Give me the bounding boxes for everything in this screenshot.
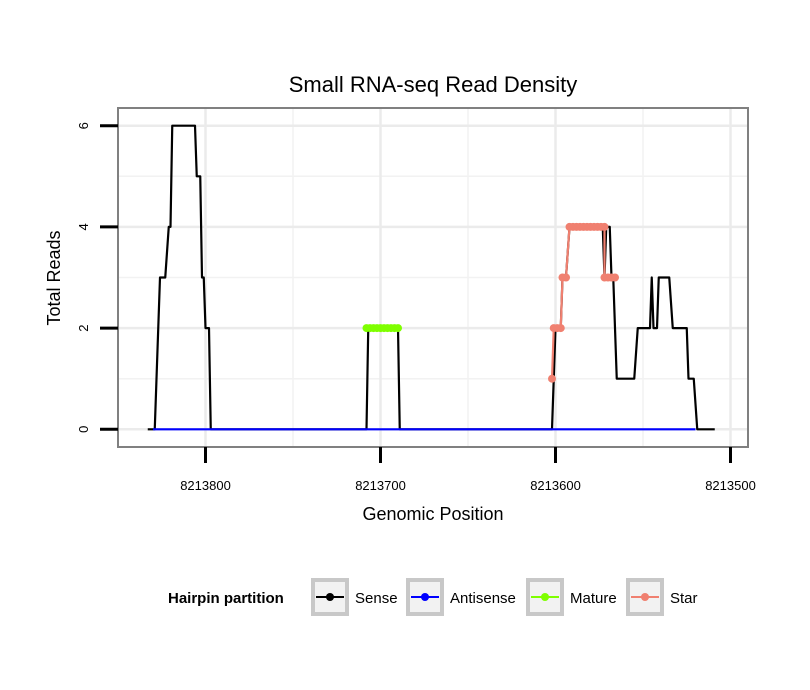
x-axis-label: Genomic Position: [362, 504, 503, 524]
y-tick-label: 0: [76, 426, 91, 433]
data-point-star: [548, 374, 556, 383]
legend-key-point: [541, 593, 549, 601]
axes: 8213800 8213700 8213600 8213500 0 2 4 6: [76, 122, 756, 493]
chart-title: Small RNA-seq Read Density: [289, 72, 578, 97]
y-tick-label: 4: [76, 223, 91, 230]
x-tick-label: 8213500: [705, 478, 756, 493]
series-layer: [147, 124, 715, 431]
y-axis-label: Total Reads: [44, 230, 64, 325]
data-point-star: [556, 324, 565, 333]
legend: Hairpin partition Sense Antisense Mature St…: [168, 578, 698, 616]
x-tick-label: 8213600: [530, 478, 581, 493]
plot-panel-border: [117, 107, 749, 448]
y-tick-label: 2: [76, 324, 91, 331]
legend-label-antisense: Antisense: [450, 590, 516, 607]
y-tick-label: 6: [76, 122, 91, 129]
legend-label-mature: Mature: [570, 590, 617, 607]
x-tick-label: 8213700: [355, 478, 406, 493]
data-point-star: [611, 273, 619, 282]
legend-label-sense: Sense: [355, 590, 398, 607]
legend-key-point: [421, 593, 429, 601]
x-tick-label: 8213800: [180, 478, 231, 493]
data-point-mature: [394, 324, 402, 333]
legend-key-point: [326, 593, 334, 601]
legend-title: Hairpin partition: [168, 590, 284, 607]
data-point-star: [600, 222, 609, 231]
legend-label-star: Star: [670, 590, 698, 607]
data-point-star: [562, 273, 570, 282]
legend-key-point: [641, 593, 649, 601]
